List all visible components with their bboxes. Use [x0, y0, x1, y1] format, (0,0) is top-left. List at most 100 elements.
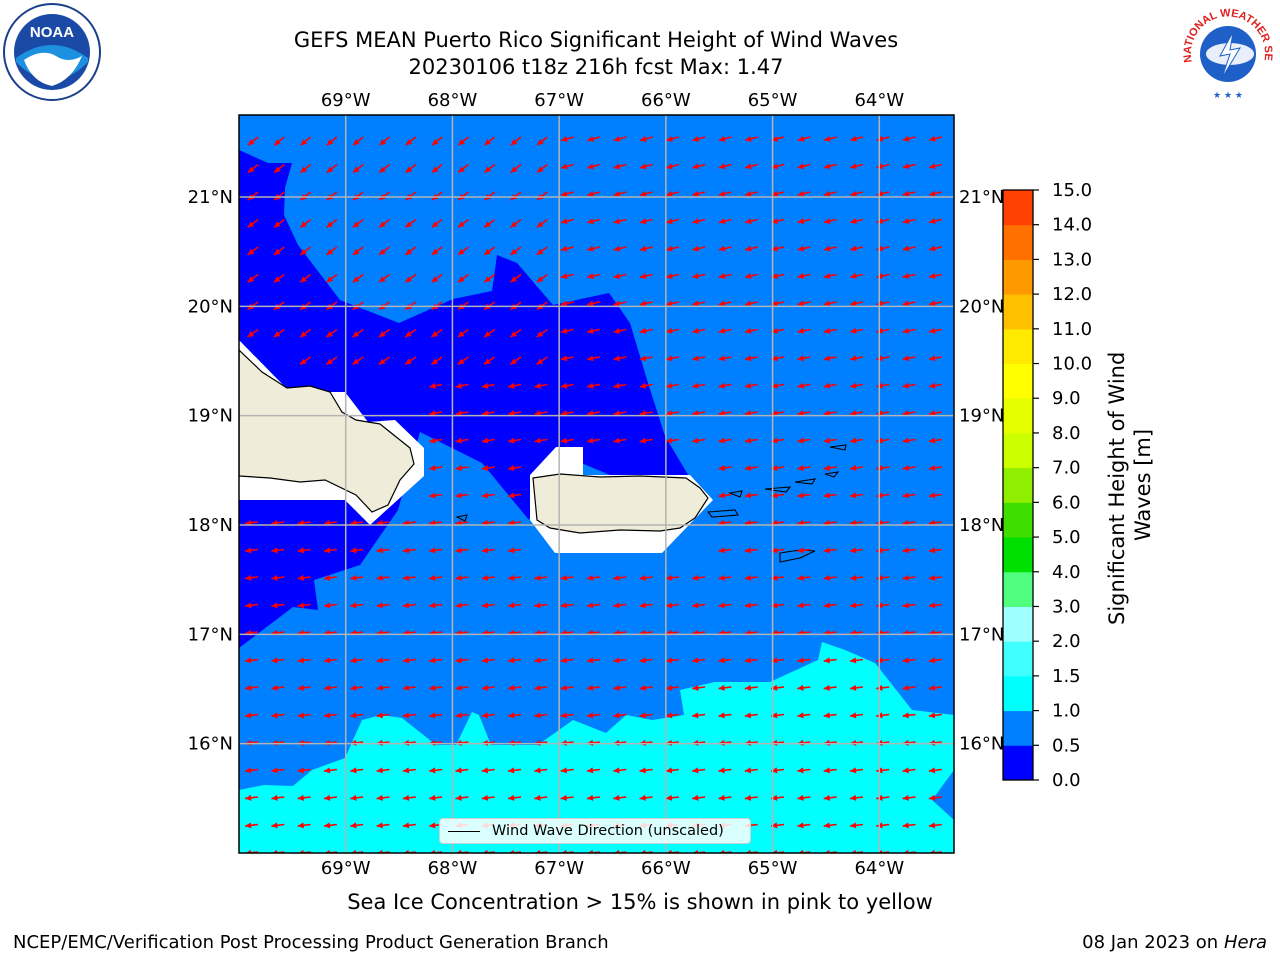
wave-arrow — [455, 794, 469, 801]
wave-arrow — [666, 163, 680, 170]
wave-arrow — [534, 437, 548, 444]
colorbar-segment — [1003, 710, 1033, 746]
wave-arrow — [350, 684, 364, 691]
wave-arrow — [823, 135, 837, 142]
wave-arrow — [376, 657, 390, 664]
wave-arrow — [587, 273, 601, 279]
wave-arrow — [431, 163, 443, 174]
wave-arrow — [247, 246, 259, 256]
wave-arrow — [429, 492, 443, 499]
wave-arrow — [823, 492, 837, 499]
wave-arrow — [849, 602, 863, 609]
nws-logo: NATIONAL WEATHER SERVICE ★ ★ ★ — [1178, 2, 1274, 101]
wave-arrow — [639, 163, 653, 170]
wave-arrow — [586, 712, 600, 719]
colorbar-segment — [1003, 606, 1033, 642]
colorbar-tick-label: 10.0 — [1052, 354, 1092, 375]
wave-arrow — [692, 657, 706, 664]
wave-arrow — [483, 328, 496, 338]
wave-arrow — [534, 794, 548, 801]
colorbar-segment — [1003, 363, 1033, 399]
wave-arrow — [613, 602, 627, 609]
wave-arrow — [429, 410, 443, 417]
wave-arrow — [902, 355, 916, 362]
wave-arrow — [928, 822, 942, 829]
wave-arrow — [639, 767, 653, 774]
wave-arrow — [560, 437, 574, 444]
wave-arrow — [323, 684, 337, 691]
wave-arrow — [639, 437, 653, 444]
wave-arrow — [744, 300, 758, 307]
wave-arrow — [665, 382, 679, 389]
wave-arrow — [850, 190, 864, 197]
wave-arrow — [271, 684, 285, 691]
wave-arrow — [402, 794, 416, 801]
wave-arrow — [404, 273, 417, 283]
wave-arrow — [639, 574, 653, 581]
wave-arrow — [271, 712, 285, 719]
wave-arrow — [247, 273, 259, 283]
wave-arrow — [718, 410, 732, 417]
wave-arrow — [902, 492, 916, 499]
colorbar-ticks: 0.0 0.5 1.0 1.5 2.0 3.0 4.0 5.0 6.0 7.0 8.0 9.0 10.0… — [1033, 180, 1092, 791]
wave-arrow — [429, 657, 443, 664]
wave-arrow — [849, 574, 863, 581]
wave-arrow — [481, 410, 495, 417]
wave-arrow — [928, 163, 942, 170]
wave-arrow — [536, 246, 548, 256]
wave-arrow — [586, 437, 601, 444]
wave-arrow — [402, 822, 416, 829]
wave-arrow — [430, 356, 443, 366]
wave-arrow — [326, 136, 338, 146]
colorbar-segment — [1003, 502, 1033, 538]
wave-arrow — [350, 794, 364, 801]
wave-arrow — [508, 410, 522, 417]
wave-arrow — [481, 437, 495, 444]
colorbar-tick-label: 9.0 — [1052, 388, 1081, 409]
wave-arrow — [534, 767, 548, 774]
wave-arrow — [902, 822, 916, 829]
colorbar-tick-label: 11.0 — [1052, 319, 1092, 340]
wave-arrow — [665, 437, 679, 444]
wave-arrow — [402, 547, 416, 554]
colorbar-segment — [1003, 467, 1033, 503]
wave-arrow — [455, 382, 469, 389]
lon-label: 65°W — [748, 858, 798, 879]
wave-arrow — [613, 382, 627, 389]
wave-arrow — [718, 465, 732, 471]
wave-arrow — [744, 465, 758, 471]
wave-arrow — [378, 328, 390, 338]
colorbar-segment — [1003, 537, 1033, 573]
map-legend: Wind Wave Direction (unscaled) — [439, 818, 751, 844]
wave-arrow — [797, 492, 811, 499]
wave-arrow — [692, 382, 706, 389]
lon-label: 64°W — [854, 90, 904, 111]
wave-arrow — [639, 712, 653, 719]
wave-arrow — [639, 327, 653, 334]
wave-arrow — [744, 327, 758, 334]
wave-arrow — [692, 245, 706, 252]
wave-arrow — [902, 382, 916, 389]
wave-arrow — [902, 245, 916, 252]
colorbar-tick-label: 3.0 — [1052, 596, 1081, 617]
wave-arrow — [376, 794, 390, 801]
lon-label: 65°W — [748, 90, 798, 111]
wave-arrow — [323, 712, 337, 719]
wave-arrow — [587, 327, 601, 334]
wave-arrow — [692, 163, 706, 170]
wave-arrow — [902, 410, 916, 417]
wave-arrow — [457, 218, 469, 229]
wave-arrow — [429, 684, 443, 691]
wave-arrow — [849, 355, 864, 362]
wave-arrow — [613, 355, 627, 362]
wave-arrow — [481, 382, 495, 389]
wave-arrow — [404, 246, 417, 256]
wave-arrow — [509, 356, 522, 366]
wave-arrow — [429, 437, 443, 444]
wave-arrow — [665, 410, 679, 417]
wave-arrow — [744, 218, 758, 225]
wave-arrow — [744, 410, 758, 417]
wave-arrow — [823, 410, 837, 417]
wave-arrow — [849, 547, 863, 554]
wave-arrow — [613, 574, 627, 581]
